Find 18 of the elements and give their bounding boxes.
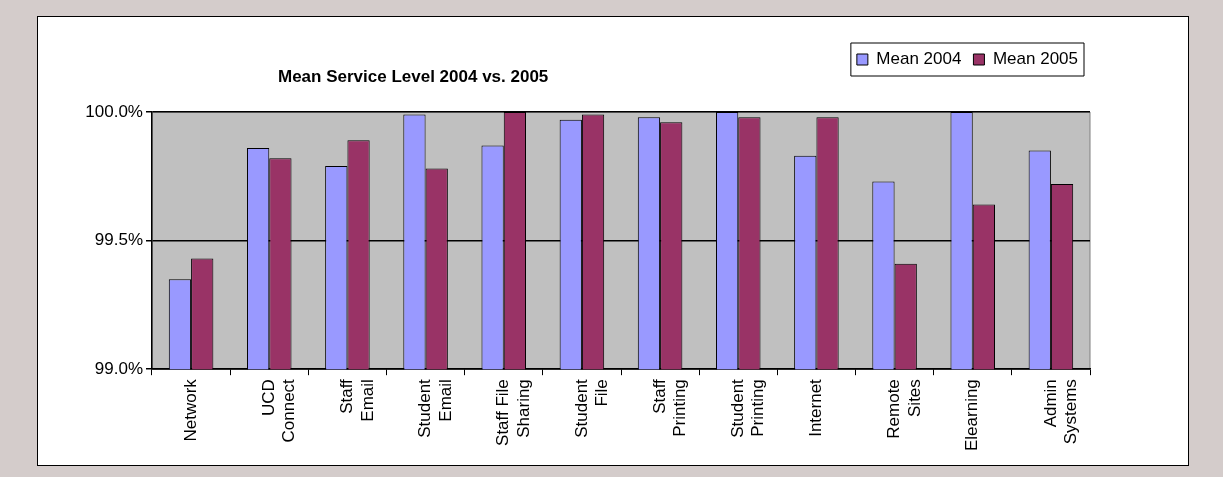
x-tick-label: Staff Printing — [649, 378, 690, 437]
y-tick-label: 99.0% — [94, 358, 143, 378]
x-tick-label: Student File — [571, 378, 611, 438]
legend-label: Mean 2004 — [876, 49, 962, 69]
x-tick-label: Staff Email — [337, 378, 377, 422]
x-tick-label: Internet — [806, 378, 826, 437]
x-tick-label: Elearning — [962, 379, 982, 451]
y-tick-label: 99.5% — [94, 230, 143, 250]
chart-title: Mean Service Level 2004 vs. 2005 — [278, 67, 549, 87]
y-tick-label: 100.0% — [85, 101, 143, 121]
x-tick-label: Staff File Sharing — [493, 379, 533, 446]
x-tick-label: Network — [180, 378, 200, 442]
x-tick-label: Admin Systems — [1040, 379, 1080, 445]
x-tick-label: Remote Sites — [884, 379, 924, 439]
x-tick-label: Student Printing — [727, 378, 768, 438]
x-tick-label: UCD Connect — [258, 378, 299, 443]
legend-label: Mean 2005 — [992, 49, 1079, 69]
x-tick-label: Student Email — [415, 378, 455, 438]
